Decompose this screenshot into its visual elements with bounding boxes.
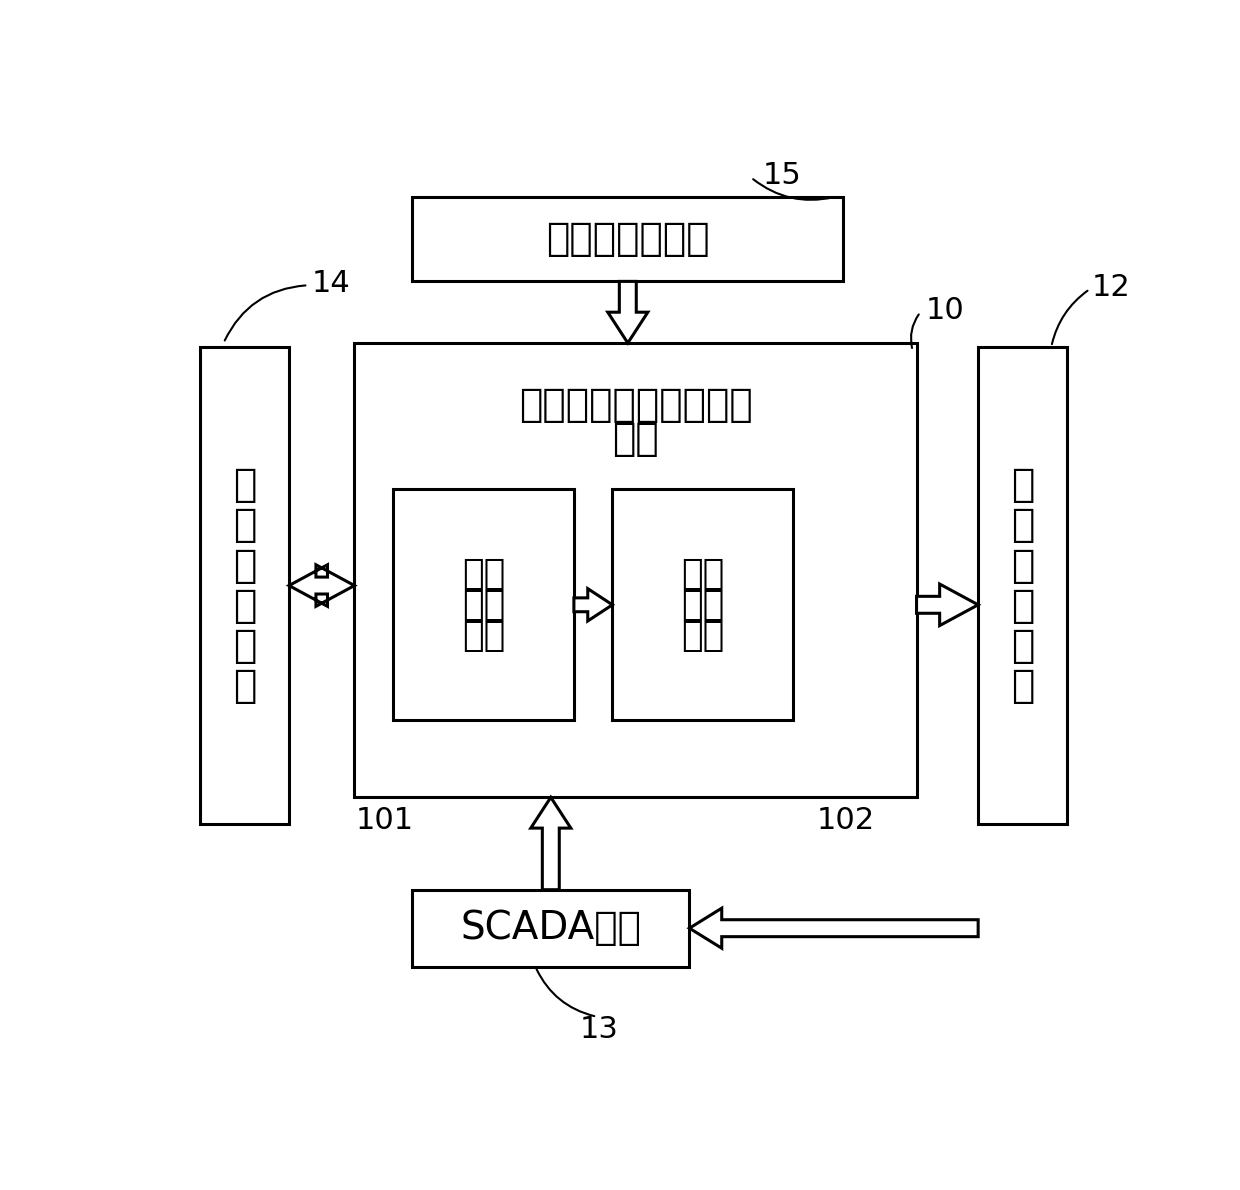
- Polygon shape: [689, 908, 978, 948]
- Text: 分配: 分配: [681, 588, 724, 622]
- Bar: [978, 346, 1066, 825]
- Text: 风功率预测系统: 风功率预测系统: [546, 220, 709, 258]
- Bar: [613, 489, 794, 720]
- Text: 机: 机: [1011, 507, 1034, 545]
- Text: 系统: 系统: [613, 420, 658, 458]
- Text: 13: 13: [580, 1015, 619, 1045]
- Text: 整定: 整定: [461, 588, 505, 622]
- Text: 14: 14: [312, 269, 351, 299]
- Text: 风: 风: [1011, 466, 1034, 505]
- Text: 装置: 装置: [461, 619, 505, 652]
- Text: 功率: 功率: [461, 557, 505, 591]
- Text: 系: 系: [1011, 627, 1034, 664]
- Text: 101: 101: [356, 806, 414, 835]
- Text: 系: 系: [233, 627, 257, 664]
- Text: 102: 102: [816, 806, 874, 835]
- Text: 控: 控: [1011, 546, 1034, 584]
- Text: 风电场层有功功率控制: 风电场层有功功率控制: [518, 386, 753, 424]
- Text: 调: 调: [233, 546, 257, 584]
- Text: 统: 统: [233, 666, 257, 704]
- Text: 15: 15: [763, 161, 801, 189]
- Text: 级: 级: [233, 507, 257, 545]
- Text: 上: 上: [233, 466, 257, 505]
- Polygon shape: [531, 797, 570, 890]
- Text: 度: 度: [233, 587, 257, 625]
- Polygon shape: [289, 565, 355, 607]
- Text: 装置: 装置: [681, 619, 724, 652]
- Text: 功率: 功率: [681, 557, 724, 591]
- Polygon shape: [574, 589, 613, 621]
- Text: 统: 统: [1011, 666, 1034, 704]
- Bar: [412, 890, 689, 966]
- Polygon shape: [916, 584, 978, 626]
- Text: 12: 12: [1091, 273, 1130, 302]
- Bar: [393, 489, 574, 720]
- Text: 10: 10: [926, 296, 965, 325]
- Bar: [201, 346, 289, 825]
- Bar: [355, 343, 916, 797]
- Polygon shape: [608, 281, 647, 343]
- Text: SCADA模块: SCADA模块: [460, 909, 641, 947]
- Bar: [412, 196, 843, 281]
- Text: 制: 制: [1011, 587, 1034, 625]
